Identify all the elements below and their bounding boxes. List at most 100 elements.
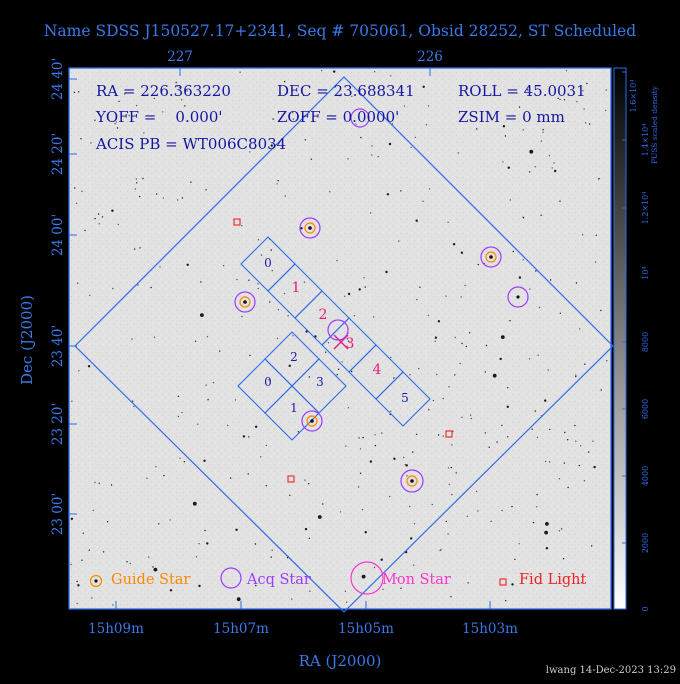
background-star xyxy=(150,286,152,289)
background-star xyxy=(128,114,130,117)
guide-legend-icon xyxy=(89,574,103,588)
background-star xyxy=(558,530,561,532)
background-star xyxy=(450,466,452,469)
s-chip-label-3: 3 xyxy=(346,336,355,352)
background-star xyxy=(341,361,343,363)
acis-readout: ACIS PB = WT006C8034 xyxy=(95,135,286,153)
chart-title: Name SDSS J150527.17+2341, Seq # 705061,… xyxy=(44,22,636,40)
background-star xyxy=(304,527,308,531)
background-star xyxy=(347,292,351,296)
top-tick-label: 226 xyxy=(417,49,443,65)
background-star xyxy=(419,286,421,288)
background-star xyxy=(544,399,547,402)
guide-star-marker xyxy=(304,222,316,234)
background-star xyxy=(496,441,498,443)
background-star xyxy=(484,371,486,373)
background-star xyxy=(101,216,104,218)
legend: Guide Star Acq Star Mon Star Fid Light xyxy=(89,561,586,595)
background-star xyxy=(184,105,186,107)
guide-star-marker xyxy=(306,415,318,427)
colorbar-tick: 1.6×10⁴ xyxy=(629,80,638,113)
background-star xyxy=(148,556,150,558)
background-star xyxy=(370,212,372,214)
background-star xyxy=(177,395,180,397)
background-star xyxy=(327,342,330,344)
background-star xyxy=(94,481,96,484)
background-star xyxy=(276,337,279,339)
background-star xyxy=(139,247,141,249)
background-star xyxy=(535,270,537,272)
y-tick-label: 23 40' xyxy=(50,325,66,367)
background-star xyxy=(197,423,199,425)
background-star xyxy=(270,556,272,558)
background-star xyxy=(531,428,533,430)
guide-star-cores xyxy=(243,226,520,483)
s-chip-5 xyxy=(375,371,431,427)
background-star xyxy=(509,320,511,322)
background-star xyxy=(485,344,488,347)
background-star xyxy=(277,309,280,311)
background-star xyxy=(204,529,206,532)
background-star xyxy=(82,532,84,534)
background-star xyxy=(490,520,492,522)
background-star xyxy=(507,436,509,438)
background-star xyxy=(186,263,189,266)
background-star xyxy=(465,345,467,348)
background-star xyxy=(405,464,408,467)
background-star xyxy=(576,101,578,103)
guide-star-marker xyxy=(239,296,251,308)
background-star xyxy=(434,340,436,343)
background-star xyxy=(437,320,441,323)
background-star xyxy=(549,428,551,431)
background-star xyxy=(559,200,561,202)
background-star xyxy=(564,431,566,434)
background-star xyxy=(403,105,406,107)
background-star xyxy=(477,263,479,266)
background-star xyxy=(529,288,531,290)
background-star xyxy=(540,140,542,142)
background-star xyxy=(567,486,569,489)
background-star xyxy=(163,474,165,477)
background-star xyxy=(257,239,260,241)
background-star xyxy=(195,556,198,558)
background-star xyxy=(70,517,74,520)
background-star xyxy=(106,521,109,523)
background-star xyxy=(358,288,361,291)
background-star xyxy=(425,124,428,126)
background-star xyxy=(416,298,418,301)
background-star xyxy=(239,71,241,73)
y-tick-label: 23 20' xyxy=(50,403,66,445)
background-star xyxy=(360,136,362,139)
background-star xyxy=(436,373,438,376)
background-star xyxy=(198,543,200,545)
background-star xyxy=(507,166,510,169)
background-star xyxy=(470,417,472,420)
i-chip-label-2: 2 xyxy=(290,350,298,364)
background-star xyxy=(155,466,157,468)
background-star xyxy=(432,399,435,402)
background-star xyxy=(509,199,512,201)
background-star xyxy=(391,123,394,125)
background-star xyxy=(431,503,433,506)
background-star xyxy=(437,434,440,436)
guide-stars xyxy=(239,222,497,487)
background-star xyxy=(175,81,177,84)
background-star xyxy=(460,251,464,254)
background-star xyxy=(409,505,411,508)
background-star xyxy=(501,509,503,512)
background-star xyxy=(562,558,565,560)
acq-star-marker xyxy=(350,108,370,128)
background-star xyxy=(415,433,418,435)
background-star xyxy=(477,510,479,512)
background-star xyxy=(76,282,79,284)
background-star xyxy=(177,415,180,418)
background-star xyxy=(284,195,286,197)
background-star xyxy=(71,400,73,402)
background-star xyxy=(595,234,597,236)
background-star xyxy=(206,542,209,545)
plot-frame xyxy=(68,67,612,610)
background-star xyxy=(406,475,408,477)
colorbar-label: PUSS scaled density xyxy=(650,85,659,164)
